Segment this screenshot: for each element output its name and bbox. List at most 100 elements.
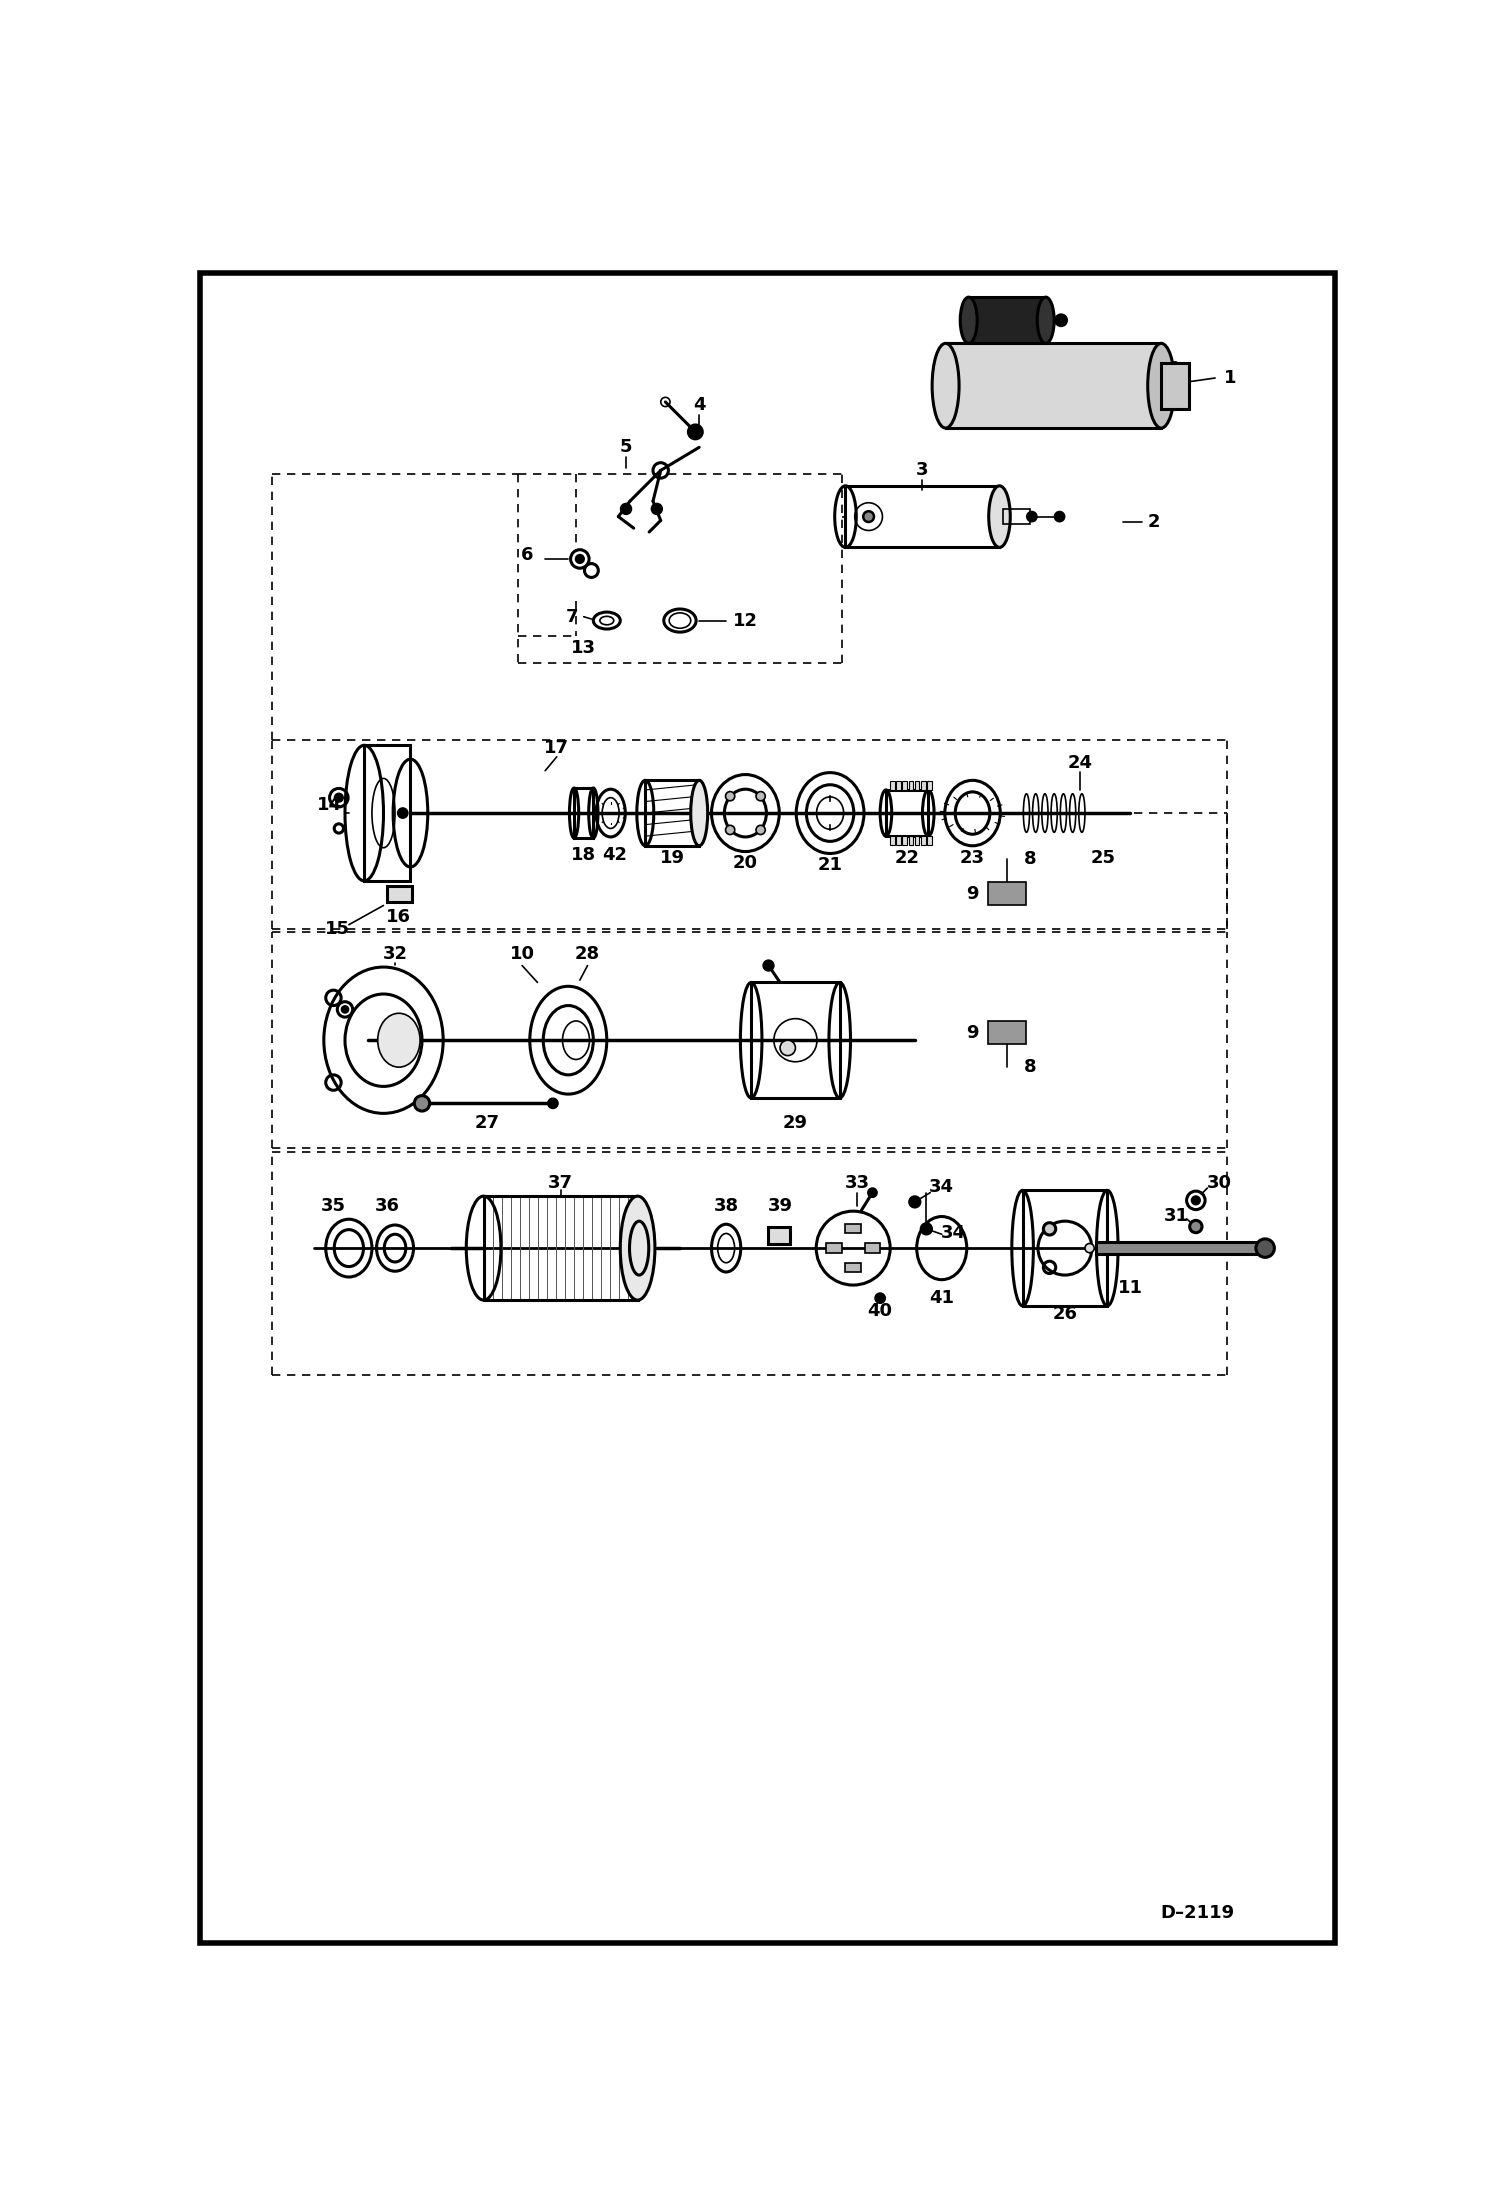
Ellipse shape (932, 342, 959, 428)
Circle shape (863, 511, 873, 522)
Text: 11: 11 (1118, 1279, 1143, 1297)
Text: 24: 24 (1068, 755, 1094, 772)
Bar (574, 788, 593, 838)
Circle shape (398, 807, 407, 818)
Circle shape (725, 825, 736, 834)
Circle shape (1028, 511, 1037, 522)
Circle shape (780, 1040, 795, 1055)
Text: 6: 6 (521, 546, 533, 564)
Text: 33: 33 (845, 1174, 869, 1191)
Bar (1161, 362, 1189, 408)
Circle shape (1192, 1196, 1200, 1205)
Bar (989, 1020, 1026, 1044)
Circle shape (548, 1099, 557, 1108)
Bar (768, 1226, 789, 1244)
Text: 36: 36 (374, 1196, 400, 1215)
Bar (927, 836, 932, 845)
Bar (845, 1224, 861, 1233)
Text: 22: 22 (894, 849, 920, 867)
Ellipse shape (620, 1196, 655, 1301)
Ellipse shape (691, 781, 707, 845)
Text: 34: 34 (941, 1224, 966, 1242)
Circle shape (756, 825, 765, 834)
Text: 19: 19 (659, 849, 685, 867)
Bar (890, 781, 894, 790)
Text: 25: 25 (1091, 849, 1116, 867)
Bar (902, 836, 908, 845)
Text: 32: 32 (382, 946, 407, 963)
Circle shape (620, 502, 632, 513)
Text: 13: 13 (571, 638, 596, 656)
Bar (885, 790, 929, 836)
Text: 15: 15 (325, 919, 351, 937)
Circle shape (689, 426, 703, 439)
Ellipse shape (960, 296, 977, 342)
Circle shape (1255, 1240, 1275, 1257)
Circle shape (875, 1294, 885, 1303)
Circle shape (756, 792, 765, 801)
Text: 16: 16 (386, 908, 412, 926)
Text: 9: 9 (966, 884, 978, 904)
Ellipse shape (1167, 362, 1183, 408)
Bar (750, 983, 840, 1097)
Bar (1023, 1191, 1107, 1305)
Bar (845, 485, 999, 548)
Bar (909, 781, 914, 790)
Circle shape (1189, 1220, 1201, 1233)
Bar (921, 836, 926, 845)
Text: 2: 2 (1147, 513, 1159, 531)
Bar (484, 1196, 638, 1301)
Text: 34: 34 (929, 1178, 954, 1196)
Text: 17: 17 (544, 739, 569, 757)
Ellipse shape (1037, 296, 1055, 342)
Ellipse shape (1147, 342, 1174, 428)
Text: 30: 30 (1206, 1174, 1231, 1191)
Text: 4: 4 (694, 395, 706, 415)
Bar (969, 296, 1046, 342)
Text: 40: 40 (867, 1303, 893, 1321)
Bar (646, 781, 700, 845)
Text: 9: 9 (966, 1025, 978, 1042)
Circle shape (1055, 511, 1064, 522)
Bar (909, 836, 914, 845)
Circle shape (1044, 1222, 1056, 1235)
Bar (989, 882, 1026, 906)
Text: 8: 8 (1025, 1058, 1037, 1077)
Text: 41: 41 (929, 1290, 954, 1308)
Circle shape (1056, 316, 1067, 325)
Bar (896, 836, 900, 845)
Text: 7: 7 (566, 608, 578, 625)
Text: 39: 39 (767, 1196, 792, 1215)
Text: 23: 23 (960, 849, 986, 867)
Ellipse shape (377, 1014, 419, 1066)
Bar (827, 1244, 842, 1253)
Text: 35: 35 (321, 1196, 346, 1215)
Text: 10: 10 (509, 946, 535, 963)
Text: 3: 3 (917, 461, 929, 480)
Circle shape (909, 1196, 920, 1207)
Bar (388, 886, 412, 902)
Text: 27: 27 (475, 1115, 500, 1132)
Bar (915, 836, 920, 845)
Bar (921, 781, 926, 790)
Text: D–2119: D–2119 (1161, 1904, 1234, 1922)
Circle shape (652, 502, 662, 513)
Circle shape (577, 555, 584, 564)
Text: 8: 8 (1025, 851, 1037, 869)
Text: 26: 26 (1053, 1305, 1077, 1323)
Bar (896, 781, 900, 790)
Circle shape (869, 1189, 876, 1196)
Text: 28: 28 (575, 946, 601, 963)
Text: 21: 21 (818, 856, 842, 875)
Bar (364, 746, 410, 880)
Bar (945, 342, 1161, 428)
Circle shape (415, 1095, 430, 1110)
Text: 18: 18 (571, 847, 596, 864)
Text: 12: 12 (733, 612, 758, 630)
Text: 38: 38 (713, 1196, 739, 1215)
Circle shape (921, 1224, 932, 1235)
Text: 42: 42 (602, 847, 628, 864)
Bar (864, 1244, 881, 1253)
Text: 14: 14 (318, 796, 342, 814)
Circle shape (336, 794, 343, 801)
